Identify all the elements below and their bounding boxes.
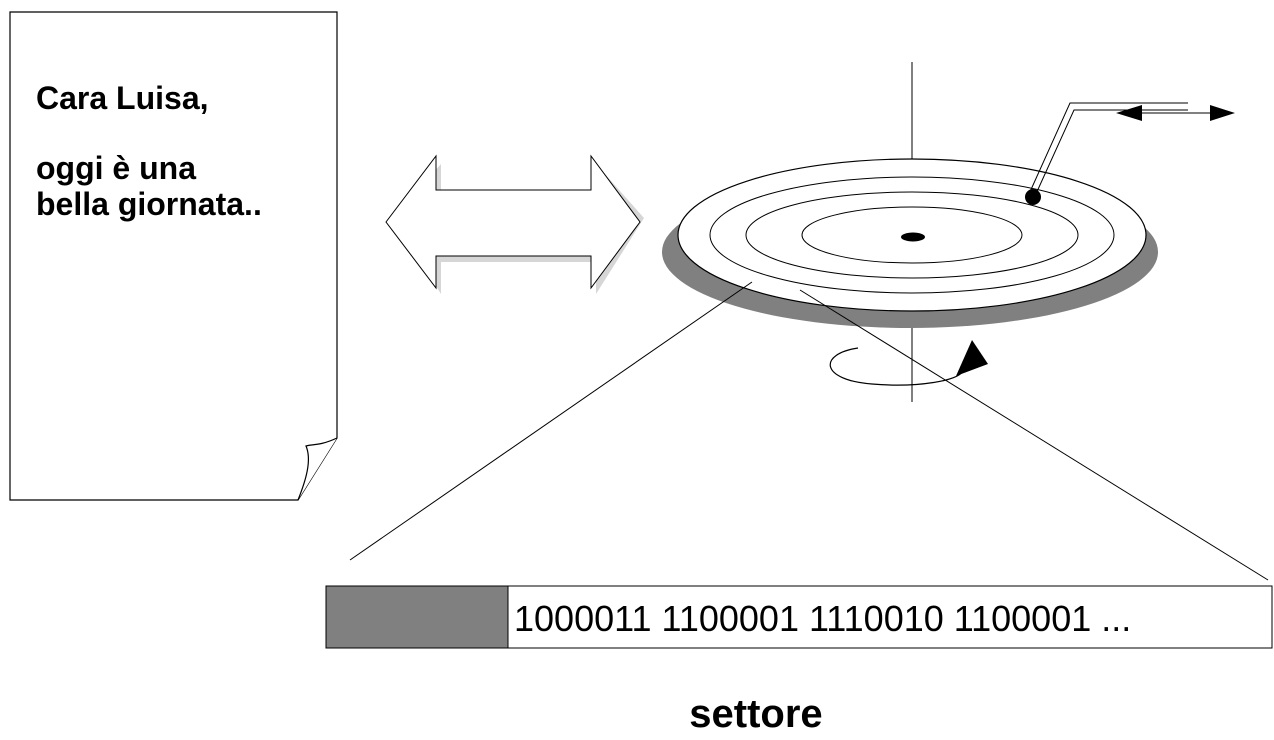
track-outer <box>709 176 1115 294</box>
double-arrow-icon <box>385 154 644 294</box>
sector-label: settore <box>689 692 823 736</box>
sector-bits: 1000011 1100001 1110010 1100001 ... <box>514 598 1132 639</box>
disk-platter <box>662 158 1158 328</box>
letter-body: oggi è una bella giornata.. <box>36 150 262 222</box>
read-write-head <box>1025 102 1188 205</box>
sector-bar <box>325 585 1273 649</box>
page-curl-icon <box>297 437 338 501</box>
sector-header <box>325 585 509 649</box>
paper-document <box>9 11 338 501</box>
spindle-hub <box>901 232 925 242</box>
zoom-line-right <box>799 289 1269 581</box>
track-middle <box>745 191 1079 279</box>
letter-greeting: Cara Luisa, <box>36 80 209 116</box>
track-inner <box>801 206 1023 264</box>
bidirectional-arrow-icon <box>1116 105 1235 121</box>
rotation-arrow-icon <box>829 340 988 386</box>
zoom-line-left <box>349 281 753 561</box>
